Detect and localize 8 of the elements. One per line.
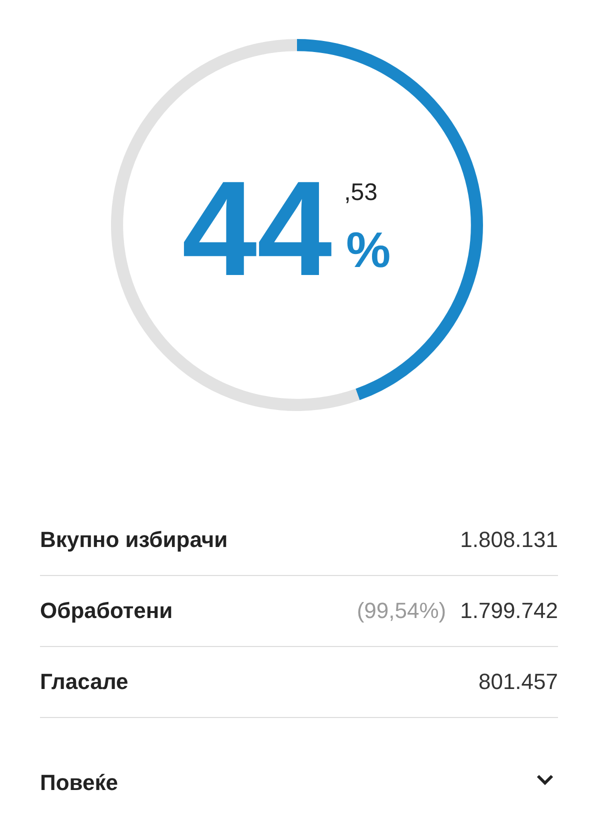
text: Гласале <box>40 669 130 695</box>
text: (99,54%) <box>356 598 446 624</box>
text: 1.808.131 <box>460 527 558 553</box>
text: Повеќе <box>40 770 119 796</box>
text: Вкупно избирачи <box>40 527 229 553</box>
text: Обработени <box>40 598 174 624</box>
text: 801.457 <box>478 669 558 695</box>
text: 1.799.742 <box>460 598 558 624</box>
